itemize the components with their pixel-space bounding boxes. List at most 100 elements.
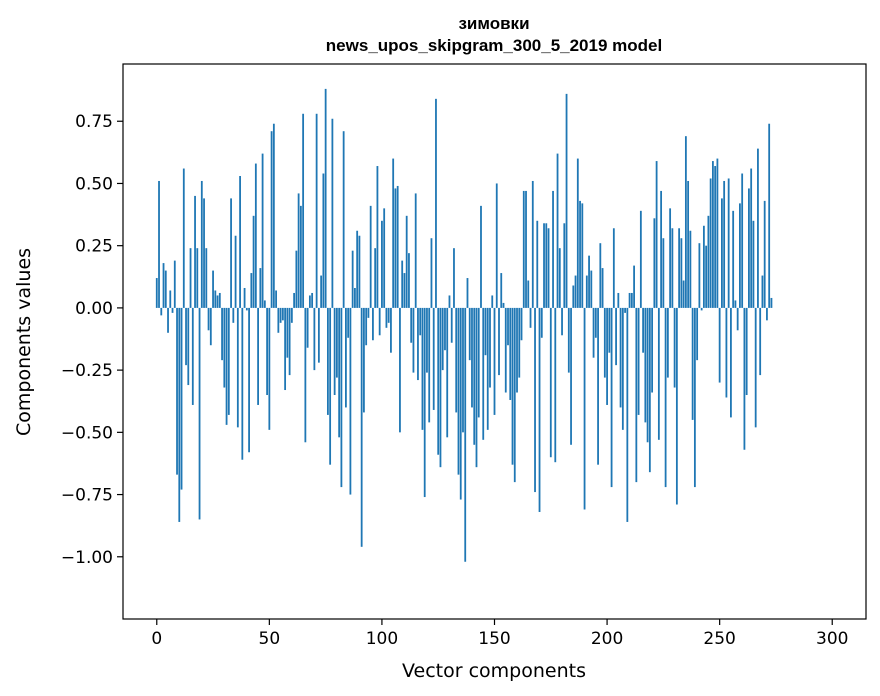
bar-83: [342, 131, 345, 308]
bar-118: [421, 307, 424, 430]
bar-159: [513, 307, 516, 483]
bar-122: [430, 238, 433, 308]
bar-35: [234, 235, 237, 308]
bar-142: [475, 307, 478, 468]
bar-213: [635, 307, 638, 483]
bar-109: [401, 260, 404, 308]
bar-3: [162, 263, 165, 308]
bar-100: [381, 220, 383, 308]
bar-166: [529, 307, 532, 328]
bar-243: [702, 225, 705, 308]
bar-129: [446, 307, 449, 438]
bar-143: [477, 307, 480, 418]
bar-9: [176, 307, 178, 475]
bar-26: [214, 290, 217, 308]
bar-162: [520, 307, 523, 341]
bar-147: [486, 307, 489, 430]
bar-30: [223, 307, 226, 388]
bar-121: [428, 307, 431, 423]
bar-106: [394, 188, 397, 308]
bar-208: [624, 307, 626, 313]
bar-230: [673, 307, 676, 388]
bar-80: [335, 307, 338, 378]
bar-125: [437, 307, 440, 455]
bar-153: [500, 273, 503, 308]
bar-92: [363, 307, 365, 413]
x-tick-label: 200: [591, 629, 623, 649]
bar-141: [473, 307, 476, 445]
bar-209: [626, 307, 629, 522]
bar-172: [543, 223, 545, 308]
bar-57: [284, 307, 287, 391]
bar-266: [754, 307, 757, 428]
bar-66: [304, 307, 307, 443]
bar-6: [169, 290, 172, 308]
x-axis-ticks: 0 50 100 150 200 250 300: [151, 619, 848, 649]
bar-257: [734, 300, 737, 308]
chart-title: зимовки: [458, 14, 529, 33]
x-tick-label: 300: [816, 629, 848, 649]
bar-187: [576, 158, 579, 308]
bar-43: [252, 215, 255, 308]
bar-87: [351, 250, 354, 308]
bar-170: [538, 307, 541, 512]
bar-156: [507, 307, 509, 346]
bar-44: [254, 163, 257, 308]
bar-20: [200, 180, 203, 308]
bar-269: [761, 275, 764, 308]
bar-75: [324, 88, 327, 308]
bar-253: [725, 307, 728, 398]
bar-236: [687, 180, 690, 308]
bar-70: [313, 307, 316, 371]
bar-194: [592, 307, 595, 358]
bar-152: [498, 307, 500, 376]
bar-155: [504, 307, 507, 393]
bar-164: [525, 190, 527, 308]
bar-244: [705, 245, 708, 308]
bar-145: [482, 307, 485, 440]
bar-103: [387, 307, 390, 323]
bar-4: [164, 270, 167, 308]
bar-211: [630, 292, 633, 308]
bar-165: [527, 280, 530, 308]
bar-7: [171, 307, 174, 313]
y-tick-label: 0.50: [75, 174, 113, 194]
bar-102: [385, 307, 388, 328]
bar-160: [516, 307, 518, 393]
bar-273: [770, 297, 773, 308]
bar-39: [243, 287, 246, 308]
bar-200: [606, 307, 608, 405]
bar-108: [399, 307, 401, 433]
bar-16: [191, 307, 194, 405]
bar-77: [329, 307, 332, 465]
chart-subtitle: news_upos_skipgram_300_5_2019 model: [326, 36, 662, 55]
bar-130: [448, 295, 451, 308]
x-tick-label: 250: [703, 629, 735, 649]
bar-86: [349, 307, 352, 495]
x-tick-label: 50: [259, 629, 281, 649]
bar-216: [642, 307, 644, 353]
bar-222: [655, 161, 658, 308]
bar-259: [739, 203, 741, 308]
bar-55: [279, 307, 282, 323]
bar-58: [286, 307, 289, 358]
bar-79: [333, 307, 336, 396]
x-tick-label: 150: [478, 629, 510, 649]
bar-272: [768, 123, 771, 308]
bar-62: [295, 250, 298, 308]
bar-32: [227, 307, 230, 415]
y-tick-label: 0.00: [75, 299, 113, 319]
bar-217: [644, 307, 647, 423]
bar-203: [612, 228, 615, 308]
bar-76: [326, 307, 329, 415]
bar-68: [308, 295, 311, 308]
bar-2: [160, 307, 163, 316]
bar-210: [628, 292, 631, 308]
bar-81: [338, 307, 341, 438]
bar-223: [657, 307, 660, 440]
bar-260: [741, 173, 744, 308]
bar-73: [320, 275, 323, 308]
bar-232: [678, 228, 681, 308]
bar-258: [736, 307, 739, 331]
